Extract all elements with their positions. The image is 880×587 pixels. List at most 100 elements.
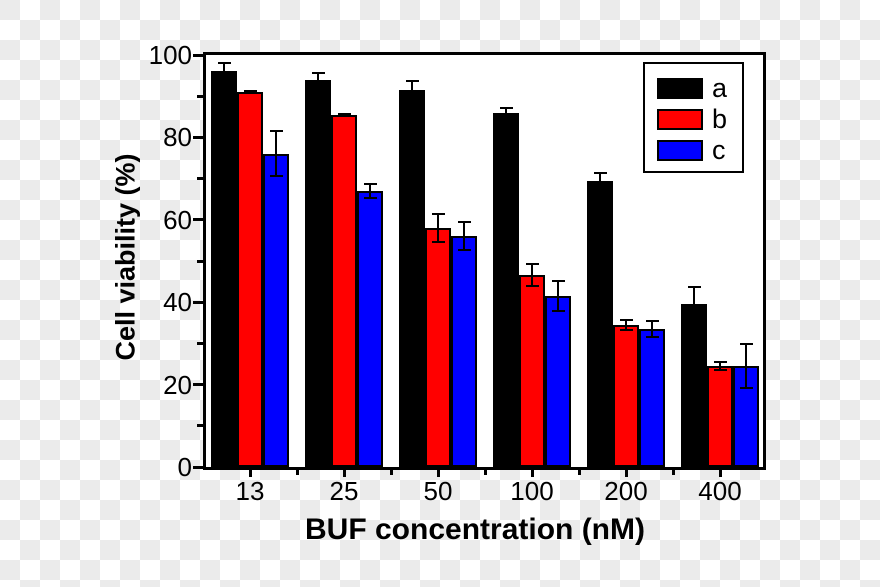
legend-item-b: b [645, 104, 742, 135]
error-bar-line [599, 171, 601, 190]
error-bar-c-13 [269, 130, 283, 178]
legend: a b c [643, 62, 744, 173]
x-major-tick [436, 470, 440, 477]
error-bar-a-13 [217, 62, 231, 81]
y-minor-tick [197, 177, 203, 181]
bar-b-200 [613, 324, 639, 467]
error-bar-b-400 [713, 361, 727, 371]
bar-a-100 [493, 112, 519, 467]
error-bar-a-50 [405, 79, 419, 101]
x-minor-tick [389, 470, 393, 475]
x-major-tick [342, 470, 346, 477]
legend-label-a: a [712, 73, 728, 103]
error-bar-a-200 [593, 171, 607, 190]
error-bar-line [275, 130, 277, 178]
x-axis-title: BUF concentration (nM) [305, 513, 645, 546]
y-major-tick [193, 300, 203, 304]
error-bar-line [651, 319, 653, 339]
y-tick-label: 80 [163, 122, 192, 153]
error-bar-cap-top [551, 280, 565, 283]
error-bar-c-200 [645, 319, 659, 339]
error-bar-cap-bottom [525, 285, 539, 288]
error-bar-cap-bottom [243, 92, 257, 95]
error-bar-cap-top [363, 183, 377, 186]
error-bar-b-200 [619, 318, 633, 332]
error-bar-line [557, 280, 559, 312]
legend-item-a: a [645, 73, 742, 104]
error-bar-cap-bottom [499, 116, 513, 119]
x-tick-label: 200 [604, 476, 648, 506]
error-bar-line [745, 343, 747, 389]
x-minor-tick [295, 470, 299, 475]
error-bar-cap-top [243, 90, 257, 93]
error-bar-cap-bottom [311, 85, 325, 88]
y-major-tick [193, 135, 203, 139]
y-minor-tick [197, 94, 203, 98]
y-major-tick [193, 383, 203, 387]
y-major-tick [193, 218, 203, 222]
error-bar-line [343, 112, 345, 117]
error-bar-line [693, 285, 695, 323]
bar-c-200 [639, 328, 665, 467]
bar-c-100 [545, 296, 571, 467]
bar-a-400 [681, 304, 707, 467]
error-bar-line [411, 79, 413, 101]
error-bar-cap-bottom [687, 320, 701, 323]
bar-b-13 [237, 92, 263, 467]
legend-item-c: c [645, 135, 742, 166]
error-bar-line [223, 62, 225, 81]
error-bar-cap-top [713, 361, 727, 364]
error-bar-cap-top [457, 221, 471, 224]
bar-c-50 [451, 236, 477, 467]
error-bar-cap-bottom [457, 249, 471, 252]
error-bar-c-100 [551, 280, 565, 312]
error-bar-b-13 [243, 90, 257, 95]
error-bar-line [531, 263, 533, 288]
error-bar-line [463, 221, 465, 252]
error-bar-cap-top [619, 318, 633, 321]
bar-c-25 [357, 190, 383, 467]
x-major-tick [248, 470, 252, 477]
error-bar-cap-bottom [269, 175, 283, 178]
error-bar-cap-top [311, 72, 325, 75]
x-tick-label: 100 [510, 476, 554, 506]
error-bar-b-100 [525, 263, 539, 288]
x-tick-label: 50 [423, 476, 453, 506]
x-tick-label: 13 [235, 476, 265, 506]
x-tick-label: 25 [329, 476, 359, 506]
error-bar-c-400 [739, 343, 753, 389]
error-bar-cap-bottom [739, 386, 753, 389]
x-minor-tick [483, 470, 487, 475]
y-major-tick [193, 53, 203, 57]
error-bar-cap-top [217, 62, 231, 65]
error-bar-cap-top [645, 319, 659, 322]
error-bar-cap-top [405, 79, 419, 82]
error-bar-cap-bottom [217, 78, 231, 81]
error-bar-line [625, 318, 627, 332]
error-bar-cap-bottom [431, 240, 445, 243]
error-bar-line [249, 90, 251, 95]
error-bar-cap-bottom [619, 329, 633, 332]
error-bar-cap-top [525, 263, 539, 266]
error-bar-a-100 [499, 106, 513, 119]
error-bar-cap-bottom [337, 114, 351, 117]
error-bar-cap-top [593, 171, 607, 174]
bar-a-13 [211, 71, 237, 467]
error-bar-cap-bottom [593, 187, 607, 190]
error-bar-cap-top [337, 112, 351, 115]
error-bar-cap-top [431, 213, 445, 216]
bar-a-50 [399, 90, 425, 467]
error-bar-line [317, 72, 319, 88]
y-minor-tick [197, 341, 203, 345]
error-bar-line [437, 213, 439, 243]
error-bar-c-50 [457, 221, 471, 252]
x-minor-tick [577, 470, 581, 475]
x-major-tick [624, 470, 628, 477]
legend-label-b: b [712, 104, 728, 134]
y-axis-title: Cell viability (%) [110, 153, 141, 361]
y-tick-label: 20 [163, 369, 192, 400]
error-bar-cap-bottom [551, 309, 565, 312]
error-bar-b-50 [431, 213, 445, 243]
error-bar-cap-bottom [713, 368, 727, 371]
